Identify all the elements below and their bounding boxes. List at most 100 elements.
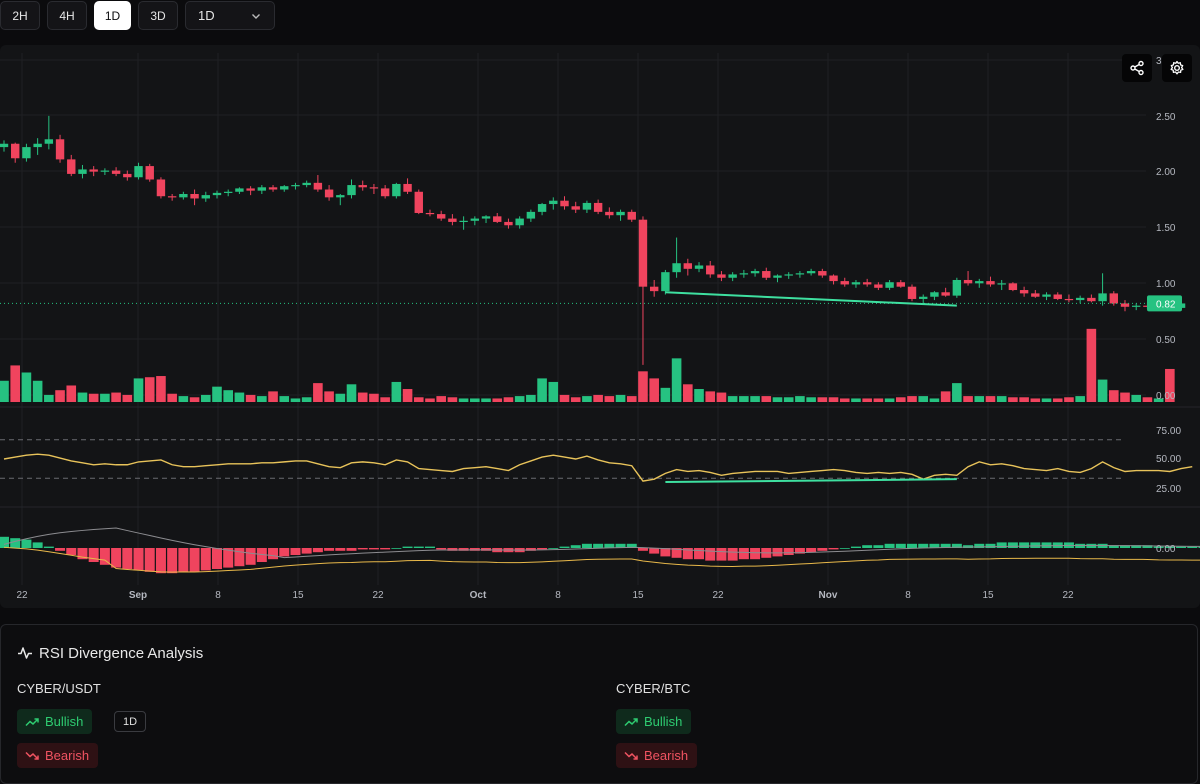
macd-histogram-bar (738, 548, 749, 560)
volume-bar (369, 393, 379, 402)
candle-body (392, 183, 401, 197)
candle-body (89, 169, 98, 172)
candle-body (22, 147, 31, 159)
chart-panel[interactable]: 3 2.50 2.00 1.50 1.00 0.50 0.00 75.00 50.00 25.00… (0, 45, 1200, 608)
price-axis-label: 3 (1156, 56, 1162, 67)
macd-histogram-bar (649, 548, 660, 554)
candle-body (1019, 290, 1029, 294)
macd-histogram-bar (705, 548, 716, 561)
bullish-badge-btc[interactable]: Bullish (616, 709, 692, 734)
candle-body (1120, 303, 1130, 307)
bearish-label: Bearish (644, 748, 689, 763)
volume-bar (1142, 397, 1153, 402)
timeframe-2h-button[interactable]: 2H (0, 1, 40, 30)
time-axis-label: 15 (982, 590, 994, 601)
macd-histogram-bar (10, 538, 21, 548)
macd-histogram-bar (380, 548, 391, 550)
candle-body (1098, 293, 1107, 302)
macd-histogram-bar (873, 545, 884, 548)
volume-bar (279, 396, 290, 402)
volume-bar (514, 396, 525, 402)
volume-bar (1008, 397, 1018, 402)
candle-body (459, 220, 468, 222)
price-chart[interactable]: 3 2.50 2.00 1.50 1.00 0.50 0.00 75.00 50.00 25.00… (0, 45, 1200, 608)
macd-histogram-bar (839, 548, 850, 549)
volume-bar (178, 396, 189, 402)
rsi-axis-label: 50.00 (1156, 454, 1181, 465)
candle-body (952, 279, 962, 296)
bullish-label: Bullish (45, 714, 84, 729)
volume-bar (929, 398, 940, 402)
volume-bar (795, 396, 805, 402)
gear-icon (1170, 60, 1184, 75)
timeframe-3d-button[interactable]: 3D (138, 1, 178, 30)
time-axis-label: Oct (470, 590, 487, 601)
macd-histogram-bar (413, 546, 424, 548)
volume-bar (122, 394, 133, 402)
macd-histogram-bar (324, 548, 335, 551)
candle-body (638, 219, 648, 287)
volume-bar (604, 396, 615, 402)
candle-body (123, 173, 132, 178)
price-axis-label: 0.00 (1156, 391, 1176, 402)
volume-bar (873, 398, 884, 402)
volume-bar (1052, 398, 1063, 402)
macd-histogram-bar (268, 548, 279, 560)
settings-button[interactable] (1162, 54, 1192, 82)
macd-histogram-bar (1131, 545, 1142, 548)
candle-body (134, 166, 143, 178)
candle-body (661, 272, 670, 292)
candle-body (885, 282, 894, 288)
volume-bar (234, 392, 245, 402)
timeframe-4h-button[interactable]: 4H (47, 1, 87, 30)
bearish-badge-btc[interactable]: Bearish (616, 743, 698, 768)
candle-body (941, 292, 950, 296)
pair-label-btc: CYBER/BTC (616, 681, 691, 696)
bullish-badge-usdt[interactable]: Bullish (17, 709, 93, 734)
macd-histogram-bar (211, 548, 222, 569)
volume-bar (896, 397, 906, 402)
volume-bar (492, 398, 503, 402)
volume-bar (907, 396, 917, 402)
candle-body (481, 216, 491, 219)
chevron-down-icon (252, 14, 260, 19)
time-axis-label: 22 (712, 590, 724, 601)
time-axis-label: 8 (555, 590, 561, 601)
bearish-label: Bearish (45, 748, 90, 763)
volume-bar (626, 396, 637, 402)
candle-body (291, 185, 300, 187)
macd-histogram-bar (122, 548, 133, 569)
macd-histogram-bar (1164, 546, 1175, 548)
macd-histogram-bar (1153, 546, 1164, 548)
macd-histogram-bar (1041, 542, 1052, 548)
candle-body (896, 282, 905, 287)
candle-body (257, 187, 267, 191)
volume-bar (828, 397, 839, 402)
macd-histogram-bar (593, 543, 604, 548)
volume-bar (705, 391, 716, 402)
macd-histogram-bar (985, 543, 996, 548)
volume-bar (167, 393, 177, 402)
volume-bar (694, 389, 704, 402)
timeframe-1d-button[interactable]: 1D (94, 1, 131, 30)
candle-body (537, 204, 547, 212)
volume-bar (245, 394, 256, 402)
time-axis-label: Sep (129, 590, 147, 601)
macd-histogram-bar (312, 548, 323, 553)
volume-bar (940, 391, 951, 402)
candle-body (33, 143, 42, 148)
volume-bar (593, 394, 603, 402)
timeframe-select[interactable]: 1D (185, 1, 275, 30)
bearish-badge-usdt[interactable]: Bearish (17, 743, 99, 768)
candle-body (571, 206, 580, 210)
macd-histogram-bar (55, 548, 66, 551)
volume-bar (783, 397, 794, 402)
volume-bar (301, 397, 312, 402)
share-button[interactable] (1122, 54, 1152, 82)
macd-signal-line (3, 527, 1200, 559)
macd-histogram-bar (424, 546, 435, 548)
macd-histogram-bar (223, 548, 234, 568)
candle-body (862, 282, 872, 285)
macd-histogram-bar (346, 548, 357, 551)
macd-histogram-bar (234, 548, 245, 567)
